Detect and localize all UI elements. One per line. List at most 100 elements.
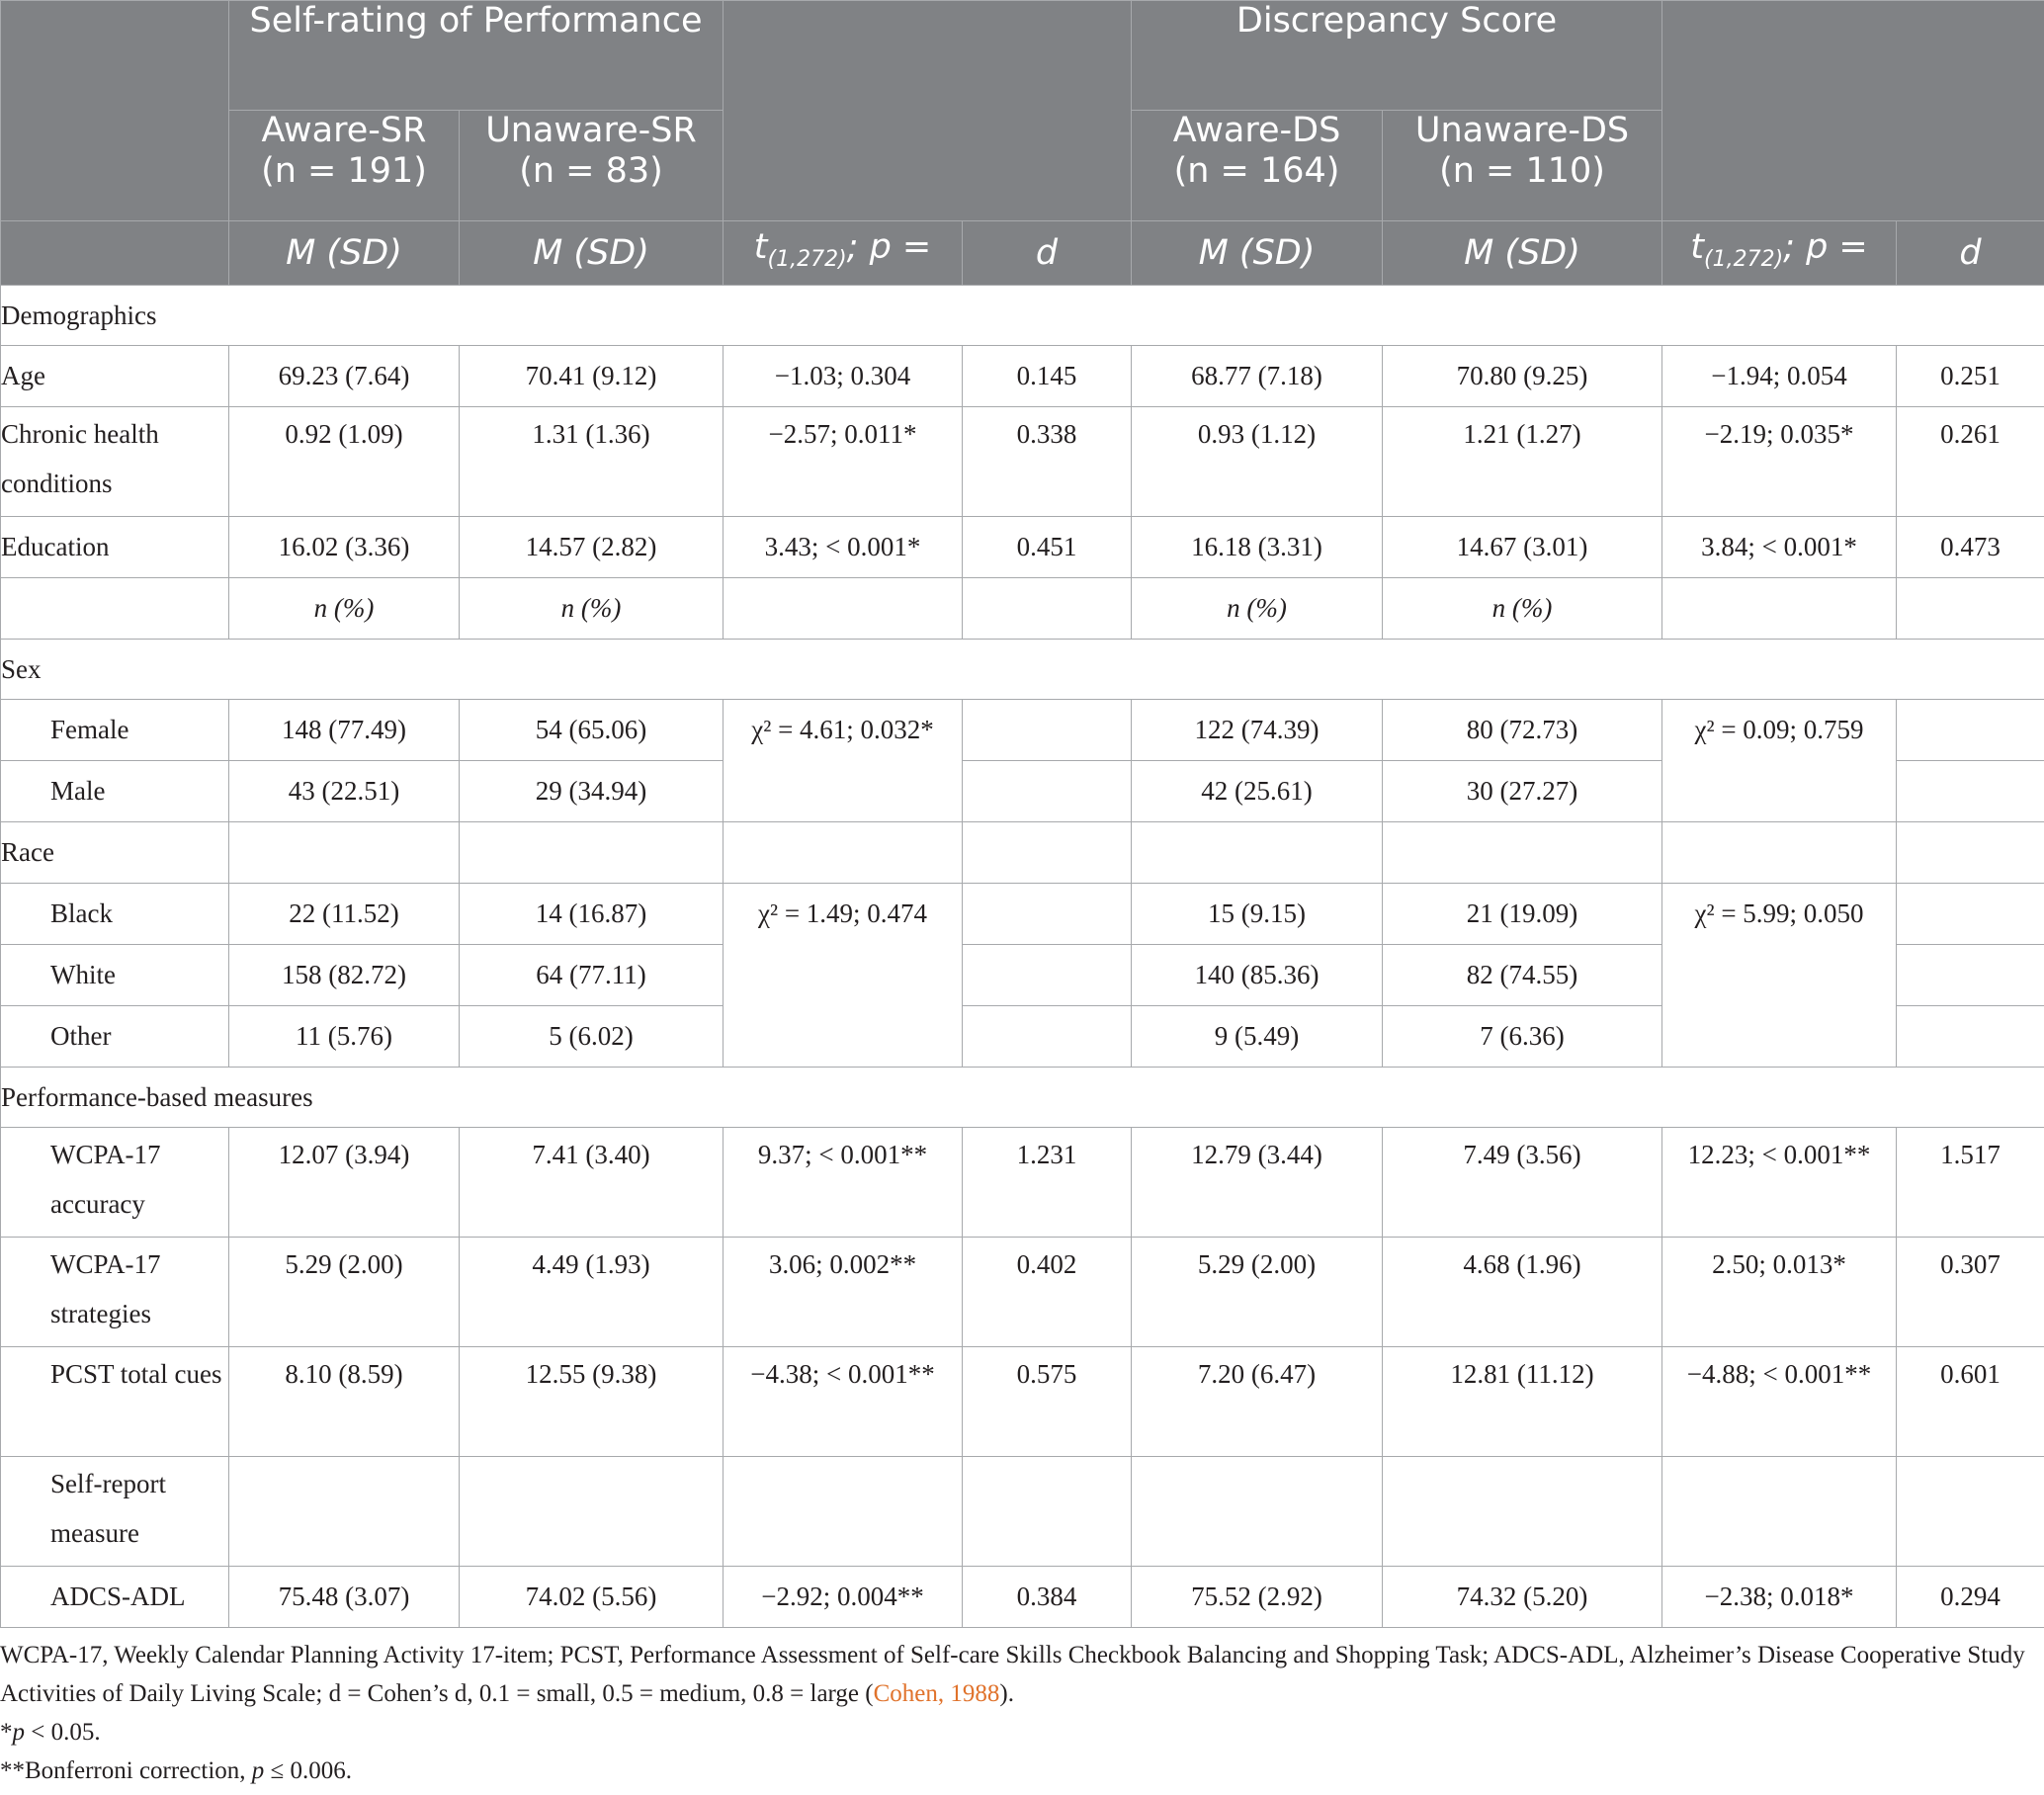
header-self-rating: Self-rating of Performance — [227, 0, 724, 111]
table-cell: 1.31 (1.36) — [458, 406, 724, 517]
section-label: Sex — [0, 639, 2044, 700]
t-letter: t — [753, 226, 768, 267]
table-cell: −1.03; 0.304 — [723, 345, 964, 407]
table-cell: 75.52 (2.92) — [1131, 1566, 1384, 1628]
chi-square-cell: χ² = 4.61; 0.032* — [723, 699, 964, 822]
aware-sr-label: Aware-SR — [261, 111, 427, 150]
chi-square-cell: χ² = 5.99; 0.050 — [1661, 883, 1898, 1068]
table-cell — [962, 577, 1133, 640]
header-msd: M (SD) — [1131, 220, 1384, 286]
table-row: Race — [0, 821, 2044, 884]
row-label: Chronic health conditions — [0, 406, 229, 517]
header-unaware-sr: Unaware-SR (n = 83) — [458, 110, 724, 221]
discrepancy-title: Discrepancy Score — [1235, 1, 1558, 41]
section-label: Demographics — [0, 285, 2044, 346]
table-cell: −2.19; 0.035* — [1661, 406, 1898, 517]
table-cell — [1896, 760, 2044, 822]
header-msd: M (SD) — [1382, 220, 1663, 286]
table-cell: 5 (6.02) — [458, 1005, 724, 1068]
note-text: ≤ 0.006. — [264, 1757, 353, 1784]
note-text: **Bonferroni correction, — [0, 1757, 252, 1784]
table-row: WCPA-17 strategies 5.29 (2.00) 4.49 (1.9… — [0, 1237, 2044, 1347]
table-cell: 70.80 (9.25) — [1382, 345, 1663, 407]
table-cell: 70.41 (9.12) — [458, 345, 724, 407]
table-cell — [1382, 821, 1663, 884]
table-cell: 75.48 (3.07) — [228, 1566, 460, 1628]
table-cell — [1896, 1005, 2044, 1068]
table-cell — [228, 821, 460, 884]
unaware-sr-label: Unaware-SR — [485, 111, 697, 150]
unaware-sr-n: (n = 83) — [519, 151, 663, 191]
table-cell — [962, 944, 1133, 1006]
table-cell: 7 (6.36) — [1382, 1005, 1663, 1068]
table-cell: 12.81 (11.12) — [1382, 1346, 1663, 1457]
table-cell — [962, 1005, 1133, 1068]
table-cell — [1896, 577, 2044, 640]
header-blank-ds-stats — [1661, 0, 2044, 221]
table-cell: 12.79 (3.44) — [1131, 1127, 1384, 1238]
row-label: ADCS-ADL — [0, 1566, 229, 1628]
table-cell: 14.67 (3.01) — [1382, 516, 1663, 578]
header-blank — [0, 0, 229, 221]
table-cell — [723, 577, 964, 640]
table-row: Female 148 (77.49) 54 (65.06) χ² = 4.61;… — [0, 699, 2044, 822]
table-cell: 7.49 (3.56) — [1382, 1127, 1663, 1238]
table-cell: 0.145 — [962, 345, 1133, 407]
table-cell: 68.77 (7.18) — [1131, 345, 1384, 407]
row-label: White — [0, 944, 229, 1006]
table-cell — [1661, 577, 1898, 640]
table-row: Other 11 (5.76) 5 (6.02) 9 (5.49) 7 (6.3… — [0, 1005, 2044, 1068]
table-cell — [1896, 944, 2044, 1006]
table-row: n (%) n (%) n (%) n (%) — [0, 577, 2044, 640]
table-cell: 14 (16.87) — [458, 883, 724, 945]
table-cell: n (%) — [1131, 577, 1384, 640]
table-cell — [962, 760, 1133, 822]
table-cell: 0.473 — [1896, 516, 2044, 578]
table-cell: 21 (19.09) — [1382, 883, 1663, 945]
table-cell: 158 (82.72) — [228, 944, 460, 1006]
table-row: Chronic health conditions 0.92 (1.09) 1.… — [0, 406, 2044, 517]
row-label: WCPA-17 accuracy — [0, 1127, 229, 1238]
table-cell: 80 (72.73) — [1382, 699, 1663, 761]
table-row: Sex — [0, 639, 2044, 700]
table-cell: n (%) — [458, 577, 724, 640]
unaware-ds-n: (n = 110) — [1439, 151, 1605, 191]
citation-link[interactable]: Cohen, 1988 — [873, 1680, 1000, 1707]
table-cell: 148 (77.49) — [228, 699, 460, 761]
results-table: Self-rating of Performance Discrepancy S… — [0, 0, 2044, 1628]
table-cell: −1.94; 0.054 — [1661, 345, 1898, 407]
table-cell: 2.50; 0.013* — [1661, 1237, 1898, 1347]
table-cell: 0.451 — [962, 516, 1133, 578]
abbreviation-note: WCPA-17, Weekly Calendar Planning Activi… — [0, 1636, 2044, 1713]
header-blank-sr-stats — [723, 0, 1133, 221]
table-cell — [458, 1456, 724, 1567]
p-symbol: p — [12, 1719, 26, 1746]
abbreviation-text: WCPA-17, Weekly Calendar Planning Activi… — [0, 1642, 2025, 1707]
t-df: (1,272) — [767, 246, 847, 272]
table-row: Performance-based measures — [0, 1067, 2044, 1128]
row-label: Race — [0, 821, 229, 884]
table-cell: 0.384 — [962, 1566, 1133, 1628]
table-cell: 4.49 (1.93) — [458, 1237, 724, 1347]
table-cell: −4.88; < 0.001** — [1661, 1346, 1898, 1457]
table-notes: WCPA-17, Weekly Calendar Planning Activi… — [0, 1636, 2044, 1790]
table-cell: 0.402 — [962, 1237, 1133, 1347]
table-cell: 7.41 (3.40) — [458, 1127, 724, 1238]
table-row: White 158 (82.72) 64 (77.11) 140 (85.36)… — [0, 944, 2044, 1006]
table-cell: 0.261 — [1896, 406, 2044, 517]
table-cell: n (%) — [1382, 577, 1663, 640]
table-cell: 12.55 (9.38) — [458, 1346, 724, 1457]
table-row: PCST total cues 8.10 (8.59) 12.55 (9.38)… — [0, 1346, 2044, 1457]
aware-ds-label: Aware-DS — [1172, 111, 1341, 150]
table-cell: 0.294 — [1896, 1566, 2044, 1628]
header-unaware-ds: Unaware-DS (n = 110) — [1382, 110, 1663, 221]
table-row: Demographics — [0, 285, 2044, 346]
table-cell — [1896, 699, 2044, 761]
table-cell — [723, 1456, 964, 1567]
row-label: Male — [0, 760, 229, 822]
table-cell: 1.21 (1.27) — [1382, 406, 1663, 517]
table-cell: 5.29 (2.00) — [228, 1237, 460, 1347]
table-cell: 9 (5.49) — [1131, 1005, 1384, 1068]
table-cell — [1382, 1456, 1663, 1567]
header-msd: M (SD) — [228, 220, 460, 286]
